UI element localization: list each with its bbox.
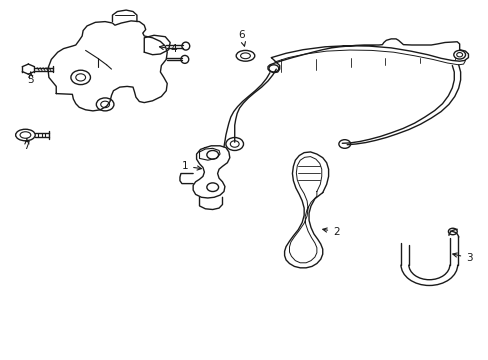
Text: 6: 6 <box>238 30 245 46</box>
Text: 2: 2 <box>322 227 339 237</box>
Text: 3: 3 <box>452 253 472 263</box>
Text: 7: 7 <box>23 139 30 152</box>
Text: 1: 1 <box>181 161 201 171</box>
Text: 4: 4 <box>159 44 177 54</box>
Text: 5: 5 <box>27 72 34 85</box>
